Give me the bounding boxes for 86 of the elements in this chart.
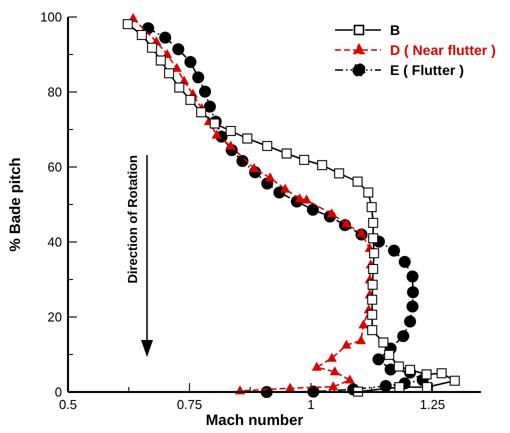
point — [368, 264, 378, 274]
point — [394, 362, 404, 372]
point — [174, 82, 184, 92]
point — [280, 184, 290, 193]
x-axis-title: Mach number — [206, 412, 304, 429]
point — [384, 350, 394, 360]
point — [330, 366, 340, 376]
point — [172, 43, 184, 56]
point — [422, 369, 432, 380]
point — [367, 294, 378, 305]
y-tick-label: 100 — [40, 10, 62, 24]
point — [334, 168, 344, 178]
point — [341, 218, 352, 228]
point — [294, 193, 305, 202]
point — [368, 280, 378, 290]
y-tick-label: 0 — [54, 384, 62, 400]
point — [341, 340, 352, 349]
point — [156, 56, 166, 66]
point — [306, 204, 319, 216]
point — [422, 382, 432, 392]
point — [226, 126, 236, 136]
point — [368, 233, 378, 244]
point — [356, 228, 366, 237]
point — [367, 325, 378, 336]
point — [388, 244, 400, 257]
point — [363, 188, 374, 198]
point — [226, 140, 236, 150]
point — [369, 248, 380, 258]
point — [404, 316, 416, 328]
point — [159, 32, 172, 44]
x-tick-label: 1.25 — [420, 397, 446, 412]
point — [450, 376, 460, 386]
point — [344, 374, 355, 384]
x-tick-label: 0.5 — [58, 397, 78, 412]
point — [328, 381, 338, 390]
y-tick-label: 20 — [48, 310, 62, 324]
point — [212, 130, 222, 139]
point — [122, 19, 133, 30]
point — [164, 68, 174, 78]
point — [299, 154, 310, 165]
point — [358, 319, 368, 328]
point — [312, 362, 322, 371]
point — [326, 352, 337, 362]
point — [242, 134, 252, 144]
point — [366, 202, 377, 212]
point — [397, 330, 410, 342]
point — [406, 300, 418, 312]
point — [368, 218, 378, 228]
point — [196, 107, 206, 118]
y-tick-label: 40 — [48, 234, 62, 250]
y-axis-title: % Bade pitch — [7, 157, 24, 252]
point — [192, 71, 204, 84]
point — [326, 208, 337, 218]
point — [249, 163, 260, 172]
legend-label: D ( Near flutter ) — [390, 42, 496, 58]
point — [136, 30, 147, 40]
y-tick-label: 80 — [48, 84, 62, 100]
point — [352, 176, 363, 187]
point — [204, 100, 216, 113]
point — [185, 94, 196, 105]
point — [406, 286, 419, 298]
point — [199, 86, 212, 98]
point — [405, 364, 416, 375]
point — [406, 270, 418, 282]
annotation: Direction of Rotation — [125, 154, 140, 284]
point — [184, 56, 196, 68]
point — [398, 256, 411, 268]
point — [394, 382, 404, 392]
point — [282, 148, 292, 158]
point — [436, 368, 447, 378]
point — [367, 310, 378, 320]
point — [317, 160, 328, 170]
legend-label: E ( Flutter ) — [390, 62, 464, 78]
point — [265, 172, 276, 182]
point — [262, 141, 272, 151]
point — [372, 353, 384, 366]
x-tick-label: 0.75 — [176, 397, 202, 412]
legend-label: B — [390, 22, 400, 38]
point — [147, 42, 158, 53]
point — [356, 335, 366, 344]
point — [236, 155, 248, 167]
point — [302, 194, 312, 204]
y-tick-label: 60 — [48, 160, 62, 174]
x-tick-label: 1 — [307, 397, 315, 412]
point — [378, 338, 388, 348]
point — [210, 118, 220, 128]
